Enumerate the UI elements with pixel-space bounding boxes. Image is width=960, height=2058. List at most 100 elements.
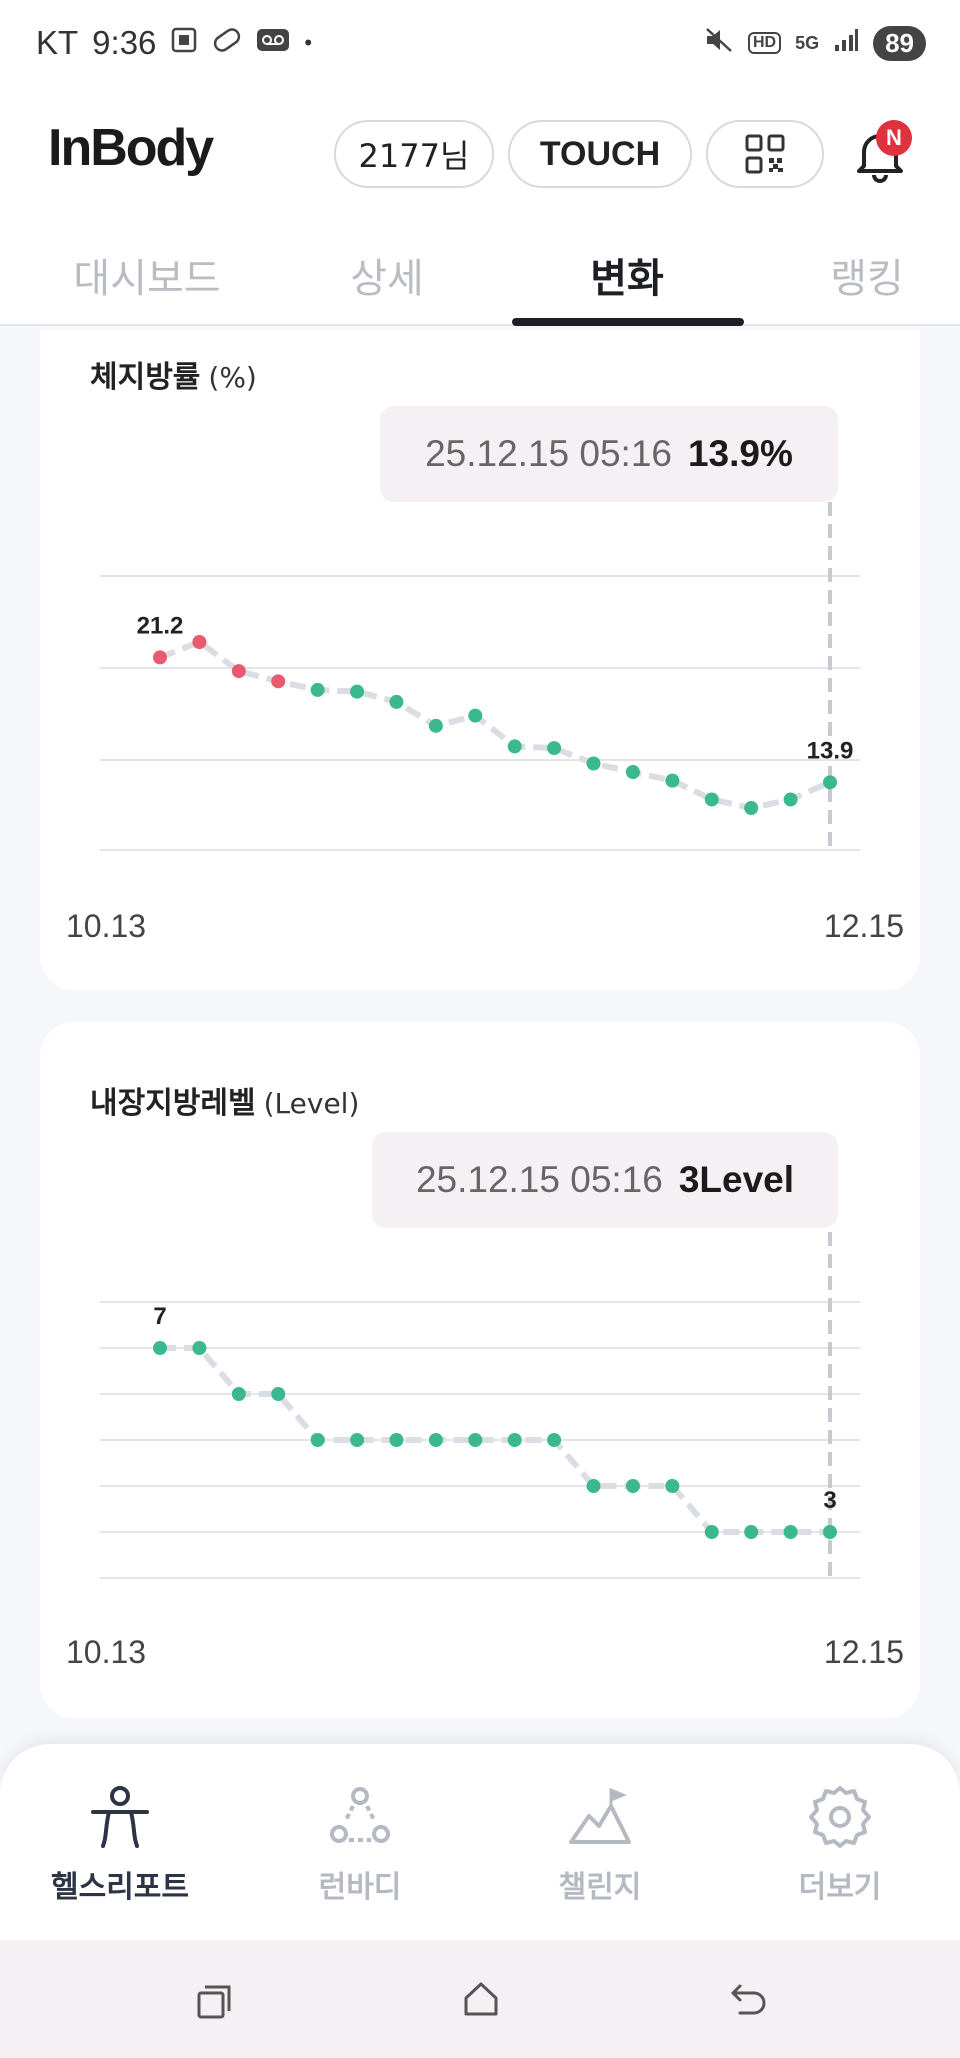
battery-indicator: 89 [873, 25, 926, 61]
app-header: InBody 2177님 TOUCH N [0, 86, 960, 226]
body-fat-card: 체지방률 (%) 25.12.15 05:16 13.9% 21.2 13.9 10… [40, 330, 920, 990]
5g-icon: 5G [795, 32, 820, 53]
data-point [271, 674, 286, 689]
data-point [428, 1433, 443, 1447]
data-point [625, 765, 640, 780]
data-point [192, 635, 207, 649]
data-point [231, 1387, 246, 1401]
signal-icon [833, 27, 859, 60]
data-point [153, 650, 167, 665]
nav-challenge[interactable]: 챌린지 [500, 1784, 700, 1906]
voicemail-icon [256, 28, 290, 59]
data-point [547, 1433, 562, 1447]
data-point [350, 1433, 365, 1447]
carrier-label: KT [36, 24, 79, 61]
dot-indicator: • [304, 30, 313, 55]
hd-icon: HD [747, 32, 782, 54]
body-fat-title: 체지방률 (%) [90, 352, 257, 396]
recent-apps-icon[interactable] [196, 1984, 232, 2020]
data-point [783, 792, 798, 807]
visceral-fat-unit: (Level) [263, 1087, 360, 1120]
data-point [704, 1525, 719, 1539]
body-fat-x-start: 10.13 [66, 908, 147, 944]
data-point [231, 664, 246, 679]
home-icon[interactable] [462, 1980, 500, 2018]
body-fat-unit: (%) [208, 361, 257, 394]
data-point [625, 1479, 640, 1493]
back-icon[interactable] [730, 1982, 768, 2016]
clock: 9:36 [92, 24, 157, 61]
inbody-logo: InBody [48, 119, 214, 177]
gear-icon [809, 1786, 871, 1848]
data-point [586, 756, 601, 771]
visceral-fat-x-start: 10.13 [66, 1634, 147, 1670]
health-report-icon [91, 1786, 149, 1848]
nav-runbody-label: 런바디 [318, 1870, 402, 1905]
data-point [468, 1433, 483, 1447]
notification-badge: N [876, 120, 912, 156]
last-value-label: 13.9 [807, 737, 854, 764]
nav-health-report-label: 헬스리포트 [51, 1870, 189, 1905]
data-point [389, 1433, 404, 1447]
body-fat-chart[interactable]: 21.2 13.9 [40, 330, 920, 990]
nav-runbody[interactable]: 런바디 [260, 1784, 460, 1906]
visceral-fat-x-end: 12.15 [823, 1634, 904, 1670]
visceral-fat-chart[interactable]: 73 [40, 1022, 920, 1718]
data-point [665, 773, 680, 788]
tab-bar: 대시보드 상세 변화 랭킹 [0, 226, 960, 326]
body-fat-tooltip-date: 25.12.15 05:16 [425, 433, 672, 474]
data-point [310, 1433, 325, 1447]
visceral-fat-tooltip: 25.12.15 05:16 3Level [372, 1132, 838, 1228]
data-point [823, 1525, 837, 1539]
data-point [192, 1341, 207, 1355]
first-value-label: 21.2 [137, 612, 184, 639]
data-point [665, 1479, 680, 1493]
body-fat-title-text: 체지방률 [90, 360, 201, 395]
data-point [783, 1525, 798, 1539]
visceral-fat-tooltip-value: 3Level [678, 1159, 795, 1200]
challenge-icon [569, 1787, 631, 1844]
touch-button[interactable]: TOUCH [508, 120, 692, 188]
tab-active-indicator [512, 318, 744, 326]
visceral-fat-title-text: 내장지방레벨 [90, 1086, 256, 1121]
screenshot-icon [170, 26, 198, 61]
first-value-label: 7 [153, 1303, 166, 1330]
data-point [468, 708, 483, 723]
data-point [507, 739, 522, 754]
body-fat-tooltip: 25.12.15 05:16 13.9% [380, 406, 838, 502]
nav-challenge-label: 챌린지 [558, 1870, 642, 1905]
body-fat-tooltip-value: 13.9% [687, 433, 793, 474]
tab-change[interactable]: 변화 [590, 256, 664, 302]
nav-more[interactable]: 더보기 [740, 1784, 940, 1906]
data-point [547, 741, 562, 756]
tab-detail[interactable]: 상세 [350, 256, 424, 302]
data-point [428, 718, 443, 733]
data-point [586, 1479, 601, 1493]
data-point [350, 684, 365, 699]
qr-code-icon [745, 134, 785, 174]
nav-health-report[interactable]: 헬스리포트 [20, 1784, 220, 1906]
data-point [744, 801, 759, 815]
status-bar: KT 9:36 • HD 5G 89 [0, 0, 960, 86]
tab-ranking[interactable]: 랭킹 [830, 256, 904, 302]
visceral-fat-tooltip-date: 25.12.15 05:16 [415, 1159, 663, 1200]
data-point [389, 694, 404, 709]
body-fat-x-end: 12.15 [823, 908, 904, 944]
qr-button[interactable] [706, 120, 824, 188]
series-line [158, 639, 832, 811]
data-point [153, 1341, 167, 1355]
nav-more-label: 더보기 [798, 1870, 882, 1905]
data-point [823, 775, 837, 790]
data-point [704, 792, 719, 807]
visceral-fat-title: 내장지방레벨 (Level) [90, 1078, 359, 1122]
data-point [271, 1387, 286, 1401]
tab-dashboard[interactable]: 대시보드 [73, 256, 221, 302]
user-button[interactable]: 2177님 [334, 120, 494, 188]
last-value-label: 3 [823, 1487, 836, 1514]
mute-icon [704, 26, 734, 61]
system-nav-bar [0, 1940, 960, 2058]
bottom-nav: 헬스리포트 런바디 챌린지 더보기 [0, 1744, 960, 1940]
data-point [507, 1433, 522, 1447]
data-point [310, 682, 325, 697]
